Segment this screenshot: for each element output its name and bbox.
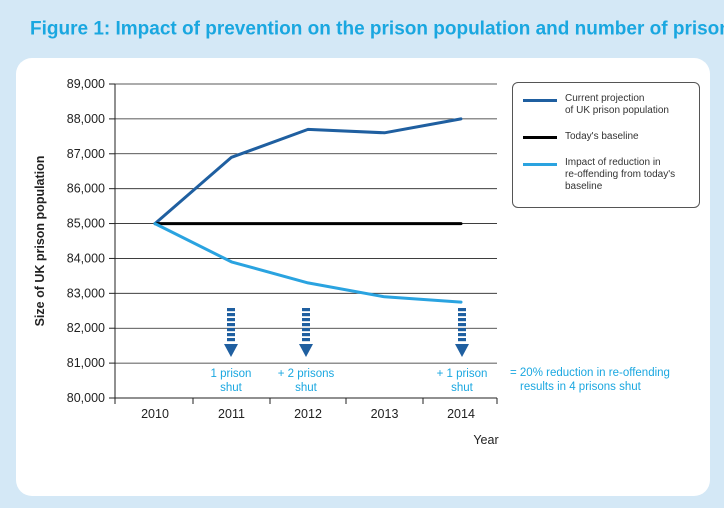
prison-shut-arrow [299, 308, 313, 357]
legend-swatch-projection [523, 99, 557, 102]
legend-label: Current projection [565, 93, 645, 104]
prison-closure-note: = 20% reduction in re-offending results … [510, 366, 700, 394]
annotation-label: shut [220, 382, 243, 394]
annotation-label: + 2 prisons [278, 368, 335, 380]
legend-label: of UK prison population [565, 105, 669, 116]
y-axis-title: Size of UK prison population [33, 156, 47, 327]
figure-title: Figure 1: Impact of prevention on the pr… [30, 18, 724, 40]
annotation-label: 1 prison [211, 368, 252, 380]
y-tick-label: 84,000 [67, 251, 105, 265]
legend-label: re-offending from today's [565, 169, 676, 180]
y-tick-label: 88,000 [67, 112, 105, 126]
y-tick-label: 81,000 [67, 356, 105, 370]
series-reduction-line [153, 222, 463, 304]
x-tick-label: 2010 [141, 407, 169, 421]
legend-label: baseline [565, 181, 603, 192]
annotation-label: + 1 prison [437, 368, 488, 380]
x-tick-label: 2013 [371, 407, 399, 421]
y-tick-label: 89,000 [67, 77, 105, 91]
prison-shut-arrow [224, 308, 238, 357]
figure-title-text: Figure 1: Impact of prevention on the pr… [30, 18, 724, 40]
x-tick-label: 2012 [294, 407, 322, 421]
note-line: results in 4 prisons shut [520, 381, 641, 393]
y-tick-label: 80,000 [67, 391, 105, 405]
y-tick-label: 82,000 [67, 321, 105, 335]
annotation-label: shut [451, 382, 474, 394]
y-tick-label: 83,000 [67, 286, 105, 300]
x-axis-title: Year [473, 433, 498, 447]
legend-swatch-reduction [523, 163, 557, 166]
y-tick-label: 86,000 [67, 182, 105, 196]
legend-label: Today's baseline [565, 131, 639, 142]
legend: Current projection of UK prison populati… [512, 82, 700, 208]
prison-shut-arrow [455, 308, 469, 357]
series-projection-line [153, 117, 463, 226]
legend-label: Impact of reduction in [565, 157, 661, 168]
x-tick-label: 2014 [447, 407, 475, 421]
y-tick-label: 87,000 [67, 147, 105, 161]
note-line: = 20% reduction in re-offending [510, 367, 670, 379]
legend-swatch-baseline [523, 136, 557, 139]
annotation-label: shut [295, 382, 318, 394]
x-tick-label: 2011 [218, 407, 245, 421]
y-tick-label: 85,000 [67, 217, 105, 231]
